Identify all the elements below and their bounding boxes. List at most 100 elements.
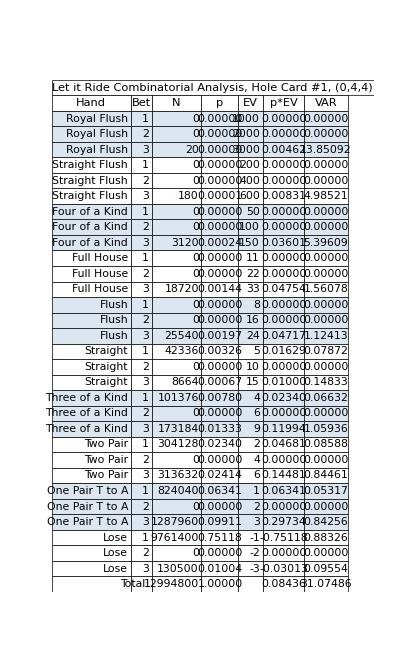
Text: 2: 2 <box>253 440 260 450</box>
Bar <box>304 158 348 173</box>
Text: 1: 1 <box>142 440 149 450</box>
Bar <box>131 251 151 266</box>
Bar <box>304 328 348 344</box>
Text: N: N <box>172 98 181 108</box>
Bar <box>238 111 263 126</box>
Bar <box>304 313 348 328</box>
Text: 3: 3 <box>142 331 149 341</box>
Text: 2: 2 <box>142 222 149 232</box>
Bar <box>151 499 201 514</box>
Text: -2: -2 <box>249 548 260 558</box>
Text: 2: 2 <box>142 408 149 418</box>
Text: 0.00000: 0.00000 <box>197 408 243 418</box>
Bar <box>52 514 131 530</box>
Text: 42336: 42336 <box>164 346 199 356</box>
Text: 0.14481: 0.14481 <box>261 470 306 481</box>
Text: 0.00001: 0.00001 <box>197 191 242 201</box>
Text: Lose: Lose <box>103 548 128 558</box>
Text: Three of a Kind: Three of a Kind <box>45 408 128 418</box>
Bar <box>131 281 151 297</box>
Text: 0.00000: 0.00000 <box>261 129 306 139</box>
Bar <box>52 467 131 483</box>
Text: 0.00000: 0.00000 <box>261 315 306 325</box>
Text: Two Pair: Two Pair <box>84 440 128 450</box>
Bar <box>304 204 348 219</box>
Text: 2: 2 <box>142 501 149 511</box>
Bar <box>131 374 151 390</box>
Bar <box>201 235 238 251</box>
Text: 5: 5 <box>253 346 260 356</box>
Text: 0.00000: 0.00000 <box>261 548 306 558</box>
Text: 1.05936: 1.05936 <box>304 424 349 434</box>
Text: Flush: Flush <box>100 300 128 310</box>
Text: Straight: Straight <box>85 362 128 372</box>
Text: 1000: 1000 <box>232 114 260 124</box>
Text: 0.00000: 0.00000 <box>261 501 306 511</box>
Bar <box>201 204 238 219</box>
Bar <box>131 95 151 111</box>
Bar <box>201 499 238 514</box>
Text: 20: 20 <box>185 144 199 155</box>
Bar <box>131 235 151 251</box>
Text: 1: 1 <box>142 253 149 263</box>
Text: 0.00000: 0.00000 <box>261 253 306 263</box>
Bar <box>151 530 201 545</box>
Bar <box>263 297 304 313</box>
Bar <box>131 359 151 374</box>
Bar <box>238 374 263 390</box>
Bar <box>151 95 201 111</box>
Bar <box>151 577 201 592</box>
Bar <box>151 173 201 188</box>
Bar <box>201 374 238 390</box>
Bar <box>238 514 263 530</box>
Bar <box>131 328 151 344</box>
Bar <box>52 251 131 266</box>
Text: 0.02340: 0.02340 <box>261 393 306 403</box>
Text: 0.08436: 0.08436 <box>261 579 306 589</box>
Text: 0: 0 <box>192 253 199 263</box>
Text: 101376: 101376 <box>157 393 199 403</box>
Text: VAR: VAR <box>315 98 337 108</box>
Bar <box>304 437 348 452</box>
Text: 0.88326: 0.88326 <box>304 533 349 543</box>
Bar <box>263 344 304 359</box>
Text: 0: 0 <box>192 176 199 186</box>
Bar <box>263 421 304 437</box>
Text: Royal Flush: Royal Flush <box>66 114 128 124</box>
Bar <box>151 126 201 142</box>
Bar <box>131 545 151 561</box>
Text: One Pair T to A: One Pair T to A <box>46 517 128 527</box>
Text: Four of a Kind: Four of a Kind <box>52 207 128 217</box>
Bar <box>304 545 348 561</box>
Bar <box>201 219 238 235</box>
Bar <box>238 467 263 483</box>
Text: 0.03601: 0.03601 <box>261 237 306 248</box>
Text: 0.00000: 0.00000 <box>197 176 243 186</box>
Bar <box>201 390 238 406</box>
Bar <box>201 467 238 483</box>
Bar <box>151 251 201 266</box>
Text: 130500: 130500 <box>157 563 199 574</box>
Bar <box>263 158 304 173</box>
Text: 3: 3 <box>142 237 149 248</box>
Text: -0.75118: -0.75118 <box>259 533 308 543</box>
Text: 1: 1 <box>142 300 149 310</box>
Bar <box>304 406 348 421</box>
Bar <box>263 561 304 577</box>
Bar <box>131 452 151 467</box>
Bar <box>263 235 304 251</box>
Text: 0.11994: 0.11994 <box>261 424 306 434</box>
Bar <box>131 158 151 173</box>
Bar <box>304 467 348 483</box>
Bar <box>52 344 131 359</box>
Text: Straight: Straight <box>85 346 128 356</box>
Bar <box>52 545 131 561</box>
Text: 0.00000: 0.00000 <box>197 114 243 124</box>
Bar <box>52 328 131 344</box>
Text: Straight Flush: Straight Flush <box>52 160 128 170</box>
Text: 0.00831: 0.00831 <box>261 191 306 201</box>
Bar <box>151 142 201 158</box>
Text: 0.00000: 0.00000 <box>261 362 306 372</box>
Bar <box>263 499 304 514</box>
Text: 3120: 3120 <box>171 237 199 248</box>
